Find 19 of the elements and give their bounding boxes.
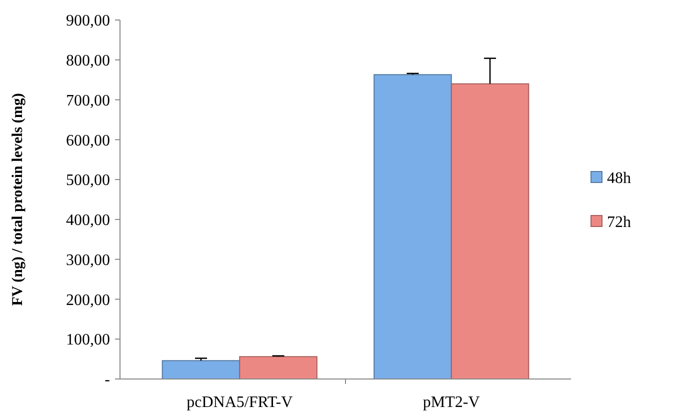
y-tick-label: 100,00 xyxy=(66,332,110,349)
legend-label: 72h xyxy=(607,214,631,232)
x-tick-label: pcDNA5/FRT-V xyxy=(186,394,294,411)
y-tick-label: 300,00 xyxy=(66,252,110,269)
y-tick-label: 600,00 xyxy=(66,132,110,150)
y-tick-label: 800,00 xyxy=(66,52,110,70)
y-tick-label: 400,00 xyxy=(66,212,110,230)
y-tick-label: - xyxy=(104,372,110,389)
x-tick-label: pMT2-V xyxy=(422,394,480,411)
bar xyxy=(239,356,318,380)
bar xyxy=(162,360,240,380)
bar xyxy=(450,83,530,380)
y-tick-label: 500,00 xyxy=(66,172,110,190)
y-axis-title: FV (ng) / total protein levels (mg) xyxy=(10,93,26,306)
y-tick-label: 900,00 xyxy=(66,12,110,30)
y-tick-label: 200,00 xyxy=(66,292,110,309)
y-tick-label: 700,00 xyxy=(66,92,110,110)
bar xyxy=(374,74,452,380)
legend-label: 48h xyxy=(607,170,631,188)
